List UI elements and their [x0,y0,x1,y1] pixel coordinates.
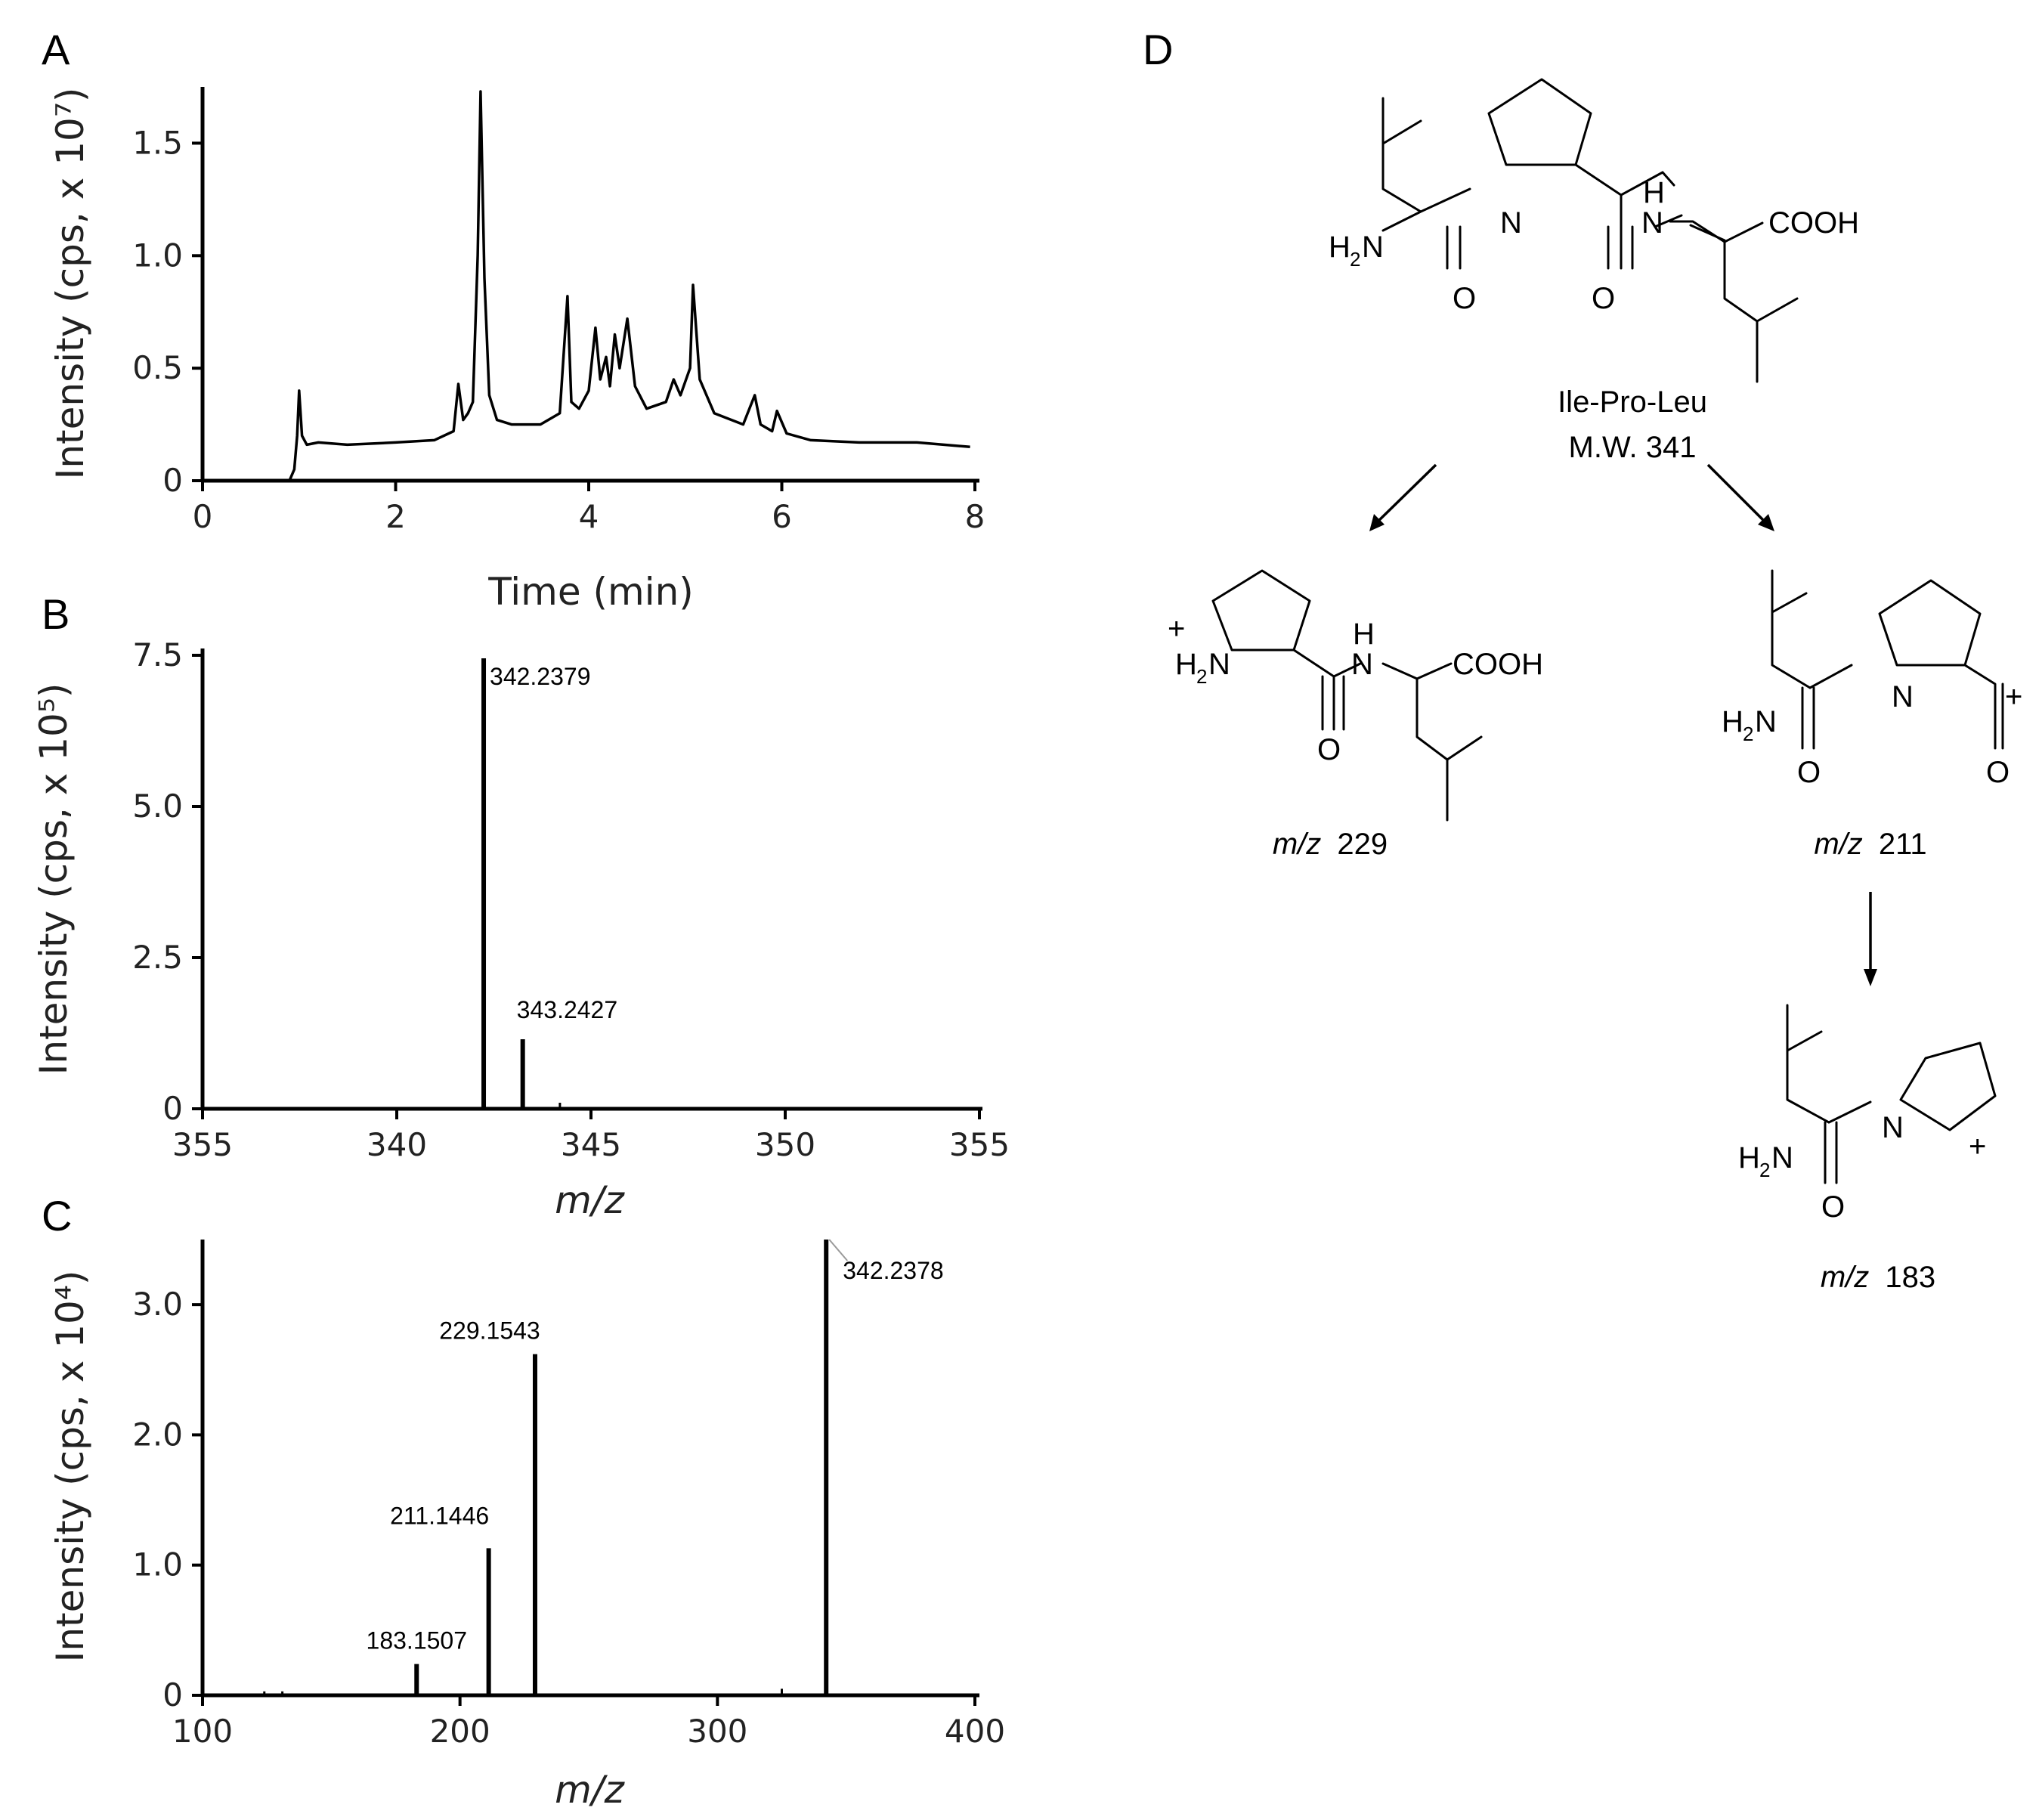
frag211-h2n-n: N [1755,705,1777,738]
parent-mw: M.W. 341 [1569,431,1697,464]
parent-o1: O [1453,282,1476,315]
panel-b-peak-label: 343.2427 [517,996,617,1023]
panel-c-x-tick-label: 300 [687,1713,747,1750]
fragment-229: + H 2 N O H N COOH m/z 229 [1168,569,1543,861]
panel-b-y-tick-label: 5.0 [132,788,183,825]
panel-b-x-tick-label: 355 [172,1126,233,1163]
panel-b-y-tick-label: 7.5 [132,636,183,673]
fragment-183: H 2 N N + O m/z 183 [1738,1004,1997,1294]
frag183-o: O [1821,1190,1845,1224]
parent-n-pro: N [1500,206,1522,240]
frag229-h2n-sub: 2 [1196,665,1207,688]
frag183-h2n: H [1738,1141,1760,1175]
frag211-plus: + [2005,680,2022,713]
frag211-label: m/z 211 [1814,828,1926,861]
panel-c-ticks: 100 200 300 400 0 1.0 2.0 3.0 [132,1286,1005,1750]
frag211-h2n-sub: 2 [1743,723,1753,745]
panel-a: A 0 2 4 6 8 0 0.5 1.0 1.5 Time (min) Intensity (… [42,26,985,614]
panel-c-x-tick-label: 100 [172,1713,233,1750]
parent-h2n-sub: 2 [1350,248,1360,271]
frag211-o2: O [1986,756,2010,789]
parent-structure: H 2 N N O O H N COOH Ile-Pro-Leu M.W. 34… [1329,78,1859,464]
parent-n-leu: N [1641,206,1663,240]
frag229-n: N [1351,648,1373,681]
panel-c-label-leader [828,1239,848,1261]
panel-b-x-tick-label: 355 [949,1126,1010,1163]
frag229-cooh: COOH [1453,648,1543,681]
frag229-o: O [1317,733,1341,766]
panel-c-peaks: 183.1507 211.1446 229.1543 342.2378 [263,1239,944,1695]
panel-b-y-axis-title: Intensity (cps, x 10⁵) [32,683,76,1076]
panel-c-peak-label: 183.1507 [367,1627,467,1654]
parent-cooh: COOH [1768,206,1859,240]
panel-letter-c: C [42,1192,72,1240]
panel-a-ticks: 0 2 4 6 8 0 0.5 1.0 1.5 [132,124,985,535]
arrow-to-229 [1372,463,1437,527]
panel-a-y-tick-label: 0 [162,462,183,499]
panel-c-x-axis-title: m/z [555,1768,626,1812]
parent-o2: O [1592,282,1615,315]
panel-a-x-tick-label: 6 [772,498,792,535]
arrow-to-211 [1706,463,1770,527]
fragment-211: H 2 N N O + O m/z 211 [1722,569,2022,861]
panel-a-y-axis-title: Intensity (cps, x 10⁷) [48,88,92,480]
panel-c-y-tick-label: 3.0 [132,1286,183,1323]
panel-b-peaks: 342.2379 343.2427 [481,658,617,1109]
arrow-head-229 [1369,514,1385,531]
panel-b-peak-label: 342.2379 [490,663,590,690]
frag211-h2n: H [1722,705,1743,738]
panel-a-x-axis-title: Time (min) [487,570,694,614]
frag183-h2n-n: N [1771,1141,1793,1175]
panel-a-y-tick-label: 0.5 [132,349,183,386]
panel-letter-a: A [42,26,70,73]
panel-c-x-tick-label: 200 [430,1713,490,1750]
panel-c-y-axis-title: Intensity (cps, x 10⁴) [48,1271,92,1663]
panel-letter-d: D [1143,26,1173,73]
arrow-head-183 [1864,969,1877,986]
frag229-h: H [1353,618,1375,651]
panel-b-x-tick-label: 345 [561,1126,621,1163]
panel-c-y-tick-label: 1.0 [132,1546,183,1583]
panel-c: C 100 200 300 400 0 1.0 2.0 3.0 183.1507 211.144… [42,1192,1005,1812]
frag229-label: m/z 229 [1273,828,1388,861]
panel-b-x-axis-title: m/z [555,1178,626,1222]
panel-a-y-tick-label: 1.5 [132,124,183,161]
panel-c-peak-label: 211.1446 [390,1502,489,1529]
arrow-head-211 [1758,514,1774,531]
panel-c-peak-label: 342.2378 [843,1257,943,1284]
parent-h2n: H [1329,231,1351,264]
panel-a-x-tick-label: 4 [579,498,599,535]
parent-h: H [1643,176,1665,209]
frag211-o1: O [1797,756,1821,789]
frag229-plus: + [1168,612,1185,645]
panel-b-y-tick-label: 2.5 [132,939,183,976]
frag183-plus: + [1969,1130,1986,1163]
parent-name: Ile-Pro-Leu [1558,385,1707,419]
panel-c-peak-label: 229.1543 [439,1317,540,1345]
panel-a-x-tick-label: 8 [965,498,985,535]
panel-c-x-tick-label: 400 [945,1713,1005,1750]
frag229-h2n-n: N [1208,648,1230,681]
panel-a-x-tick-label: 2 [385,498,406,535]
frag183-label: m/z 183 [1821,1261,1935,1294]
frag183-n: N [1882,1111,1904,1144]
panel-a-chromatogram-line [203,90,970,482]
parent-h2n-n: N [1362,231,1384,264]
panel-letter-b: B [42,590,70,638]
panel-d: D H 2 N N O O H N COOH Ile-Pro-Leu M.W. … [1143,26,2022,1294]
panel-a-x-tick-label: 0 [193,498,213,535]
frag229-h2n: H [1175,648,1197,681]
panel-c-y-tick-label: 0 [162,1676,183,1713]
panel-c-y-tick-label: 2.0 [132,1416,183,1453]
frag211-n: N [1892,680,1914,713]
panel-b-x-tick-label: 350 [755,1126,815,1163]
frag183-h2n-sub: 2 [1759,1159,1770,1181]
panel-a-y-tick-label: 1.0 [132,237,183,274]
panel-b-x-tick-label: 340 [367,1126,427,1163]
panel-b-y-tick-label: 0 [162,1090,183,1127]
